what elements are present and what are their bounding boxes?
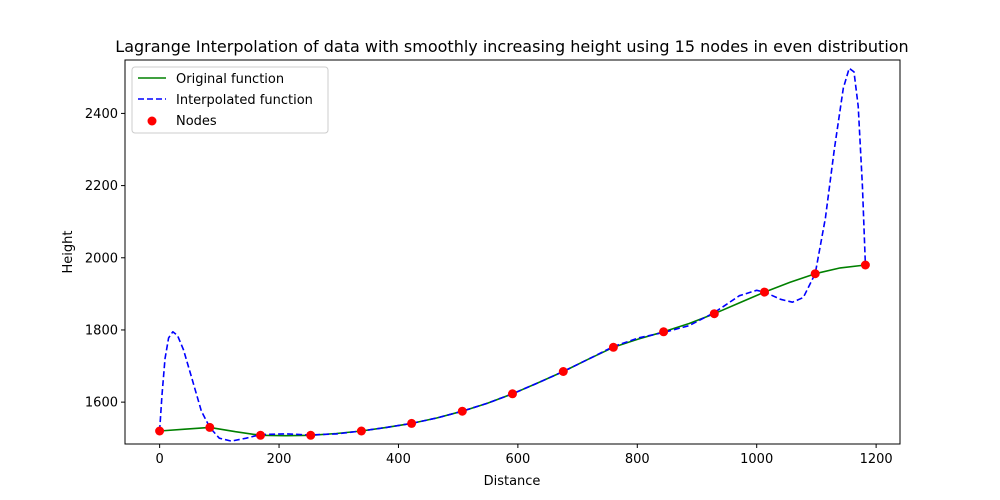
plot-frame [124, 59, 901, 445]
y-tick-label: 2200 [85, 179, 118, 194]
x-tick-label: 1200 [860, 452, 893, 467]
legend-label-nodes: Nodes [176, 114, 217, 129]
node-point-5 [407, 418, 417, 428]
y-axis: 1600 1800 2000 2200 2400 [85, 107, 125, 411]
node-point-1 [205, 422, 215, 432]
legend-label-interpolated: Interpolated function [176, 93, 313, 108]
x-tick-label: 1000 [740, 452, 773, 467]
y-tick-label: 2000 [85, 251, 118, 266]
marker-layer [155, 260, 870, 440]
node-point-11 [709, 309, 719, 319]
x-axis: 0 200 400 600 800 1000 1200 [155, 444, 893, 467]
legend-marker-nodes [147, 116, 157, 126]
x-tick-label: 600 [505, 452, 530, 467]
node-point-13 [810, 269, 820, 279]
node-point-4 [356, 426, 366, 436]
legend-label-original: Original function [176, 72, 284, 87]
x-tick-label: 800 [625, 452, 650, 467]
legend: Original function Interpolated function … [131, 66, 329, 134]
x-tick-label: 200 [267, 452, 292, 467]
node-point-7 [508, 389, 517, 399]
node-point-2 [256, 430, 265, 440]
node-point-0 [155, 426, 165, 436]
x-tick-label: 0 [155, 452, 163, 467]
node-point-6 [457, 406, 467, 416]
x-tick-label: 400 [386, 452, 411, 467]
legend-box [131, 66, 329, 134]
node-point-3 [306, 430, 316, 440]
y-axis-label: Height [61, 231, 76, 274]
node-point-10 [659, 327, 669, 337]
y-tick-label: 1600 [85, 396, 118, 411]
chart-title: Lagrange Interpolation of data with smoo… [115, 37, 908, 56]
node-point-12 [760, 287, 769, 297]
y-tick-label: 1800 [85, 323, 118, 338]
y-tick-label: 2400 [85, 107, 118, 122]
node-point-14 [860, 260, 870, 270]
node-point-8 [558, 367, 568, 376]
plot-area [124, 59, 901, 445]
x-axis-label: Distance [484, 474, 541, 489]
node-point-9 [608, 342, 618, 352]
